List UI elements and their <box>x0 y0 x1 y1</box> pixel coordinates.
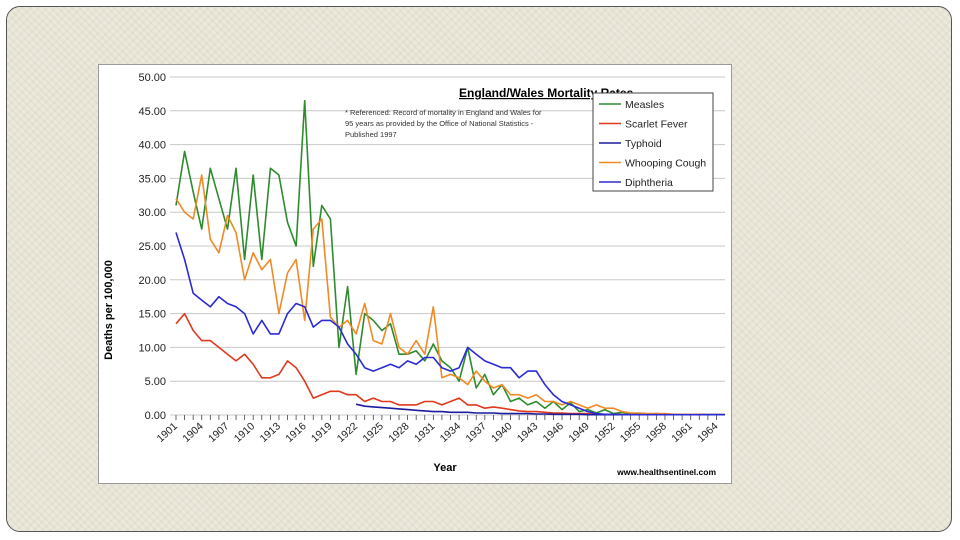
x-tick-label: 1943 <box>515 420 541 445</box>
legend-label: Scarlet Fever <box>625 119 688 131</box>
x-tick-label: 1964 <box>695 420 721 445</box>
mortality-chart: 0.00 5.00 10.00 15.00 20.00 25.00 30.00 35.00 40… <box>103 72 725 477</box>
x-tick-label: 1946 <box>541 420 567 445</box>
x-tick-label: 1901 <box>155 420 181 445</box>
chart-legend: Measles Scarlet Fever Typhoid Whooping Coug… <box>592 92 714 192</box>
legend-label: Typhoid <box>625 138 662 150</box>
y-tick-label: 10.00 <box>138 342 166 354</box>
x-tick-label: 1961 <box>669 420 695 445</box>
x-tick-label: 1922 <box>335 420 361 445</box>
x-tick-label: 1913 <box>258 420 284 445</box>
x-tick-label: 1907 <box>206 420 232 445</box>
chart-title: England/Wales Mortality Rates <box>459 86 634 100</box>
x-tick-label: 1919 <box>309 420 335 445</box>
chart-panel: 0.00 5.00 10.00 15.00 20.00 25.00 30.00 35.00 40… <box>98 64 732 484</box>
x-tick-label: 1916 <box>283 420 309 445</box>
chart-note: * Referenced: Record of mortality in Eng… <box>345 108 542 139</box>
legend-label: Diphtheria <box>625 177 673 189</box>
y-tick-label: 25.00 <box>138 241 166 253</box>
x-tick-label: 1904 <box>180 420 206 445</box>
y-tick-label: 5.00 <box>145 376 166 388</box>
x-tick-label: 1949 <box>566 420 592 445</box>
series-line-scarlet-fever <box>175 312 725 416</box>
x-tick-label: 1934 <box>438 420 464 445</box>
series-line-whooping-cough <box>175 174 725 416</box>
legend-box <box>592 92 714 192</box>
y-axis-label: Deaths per 100,000 <box>103 260 115 360</box>
series-layer <box>175 99 725 416</box>
x-tick-label: 1910 <box>232 420 258 445</box>
legend-label: Measles <box>625 99 664 111</box>
y-tick-label: 40.00 <box>138 140 166 152</box>
x-axis-label: Year <box>433 462 457 474</box>
source-credit: www.healthsentinel.com <box>616 467 716 477</box>
x-tick-label: 1928 <box>386 420 412 445</box>
x-tick-label: 1952 <box>592 420 618 445</box>
y-tick-label: 15.00 <box>138 309 166 321</box>
x-tick-label: 1955 <box>618 420 644 445</box>
x-tick-label: 1958 <box>644 420 670 445</box>
chart-note-wrap: * Referenced: Record of mortality in Eng… <box>345 108 542 139</box>
y-tick-label: 20.00 <box>138 275 166 287</box>
y-tick-label: 0.00 <box>145 410 166 422</box>
x-tick-label: 1940 <box>489 420 515 445</box>
x-tick-label: 1925 <box>360 420 386 445</box>
y-tick-label: 50.00 <box>138 72 166 84</box>
x-tick-label: 1931 <box>412 420 438 445</box>
series-line-measles <box>175 99 725 416</box>
x-tick-label: 1937 <box>463 420 489 445</box>
series-line-diphtheria <box>175 232 725 416</box>
y-tick-label: 35.00 <box>138 173 166 185</box>
y-tick-label: 45.00 <box>138 106 166 118</box>
y-tick-label: 30.00 <box>138 207 166 219</box>
legend-label: Whooping Cough <box>625 158 706 170</box>
